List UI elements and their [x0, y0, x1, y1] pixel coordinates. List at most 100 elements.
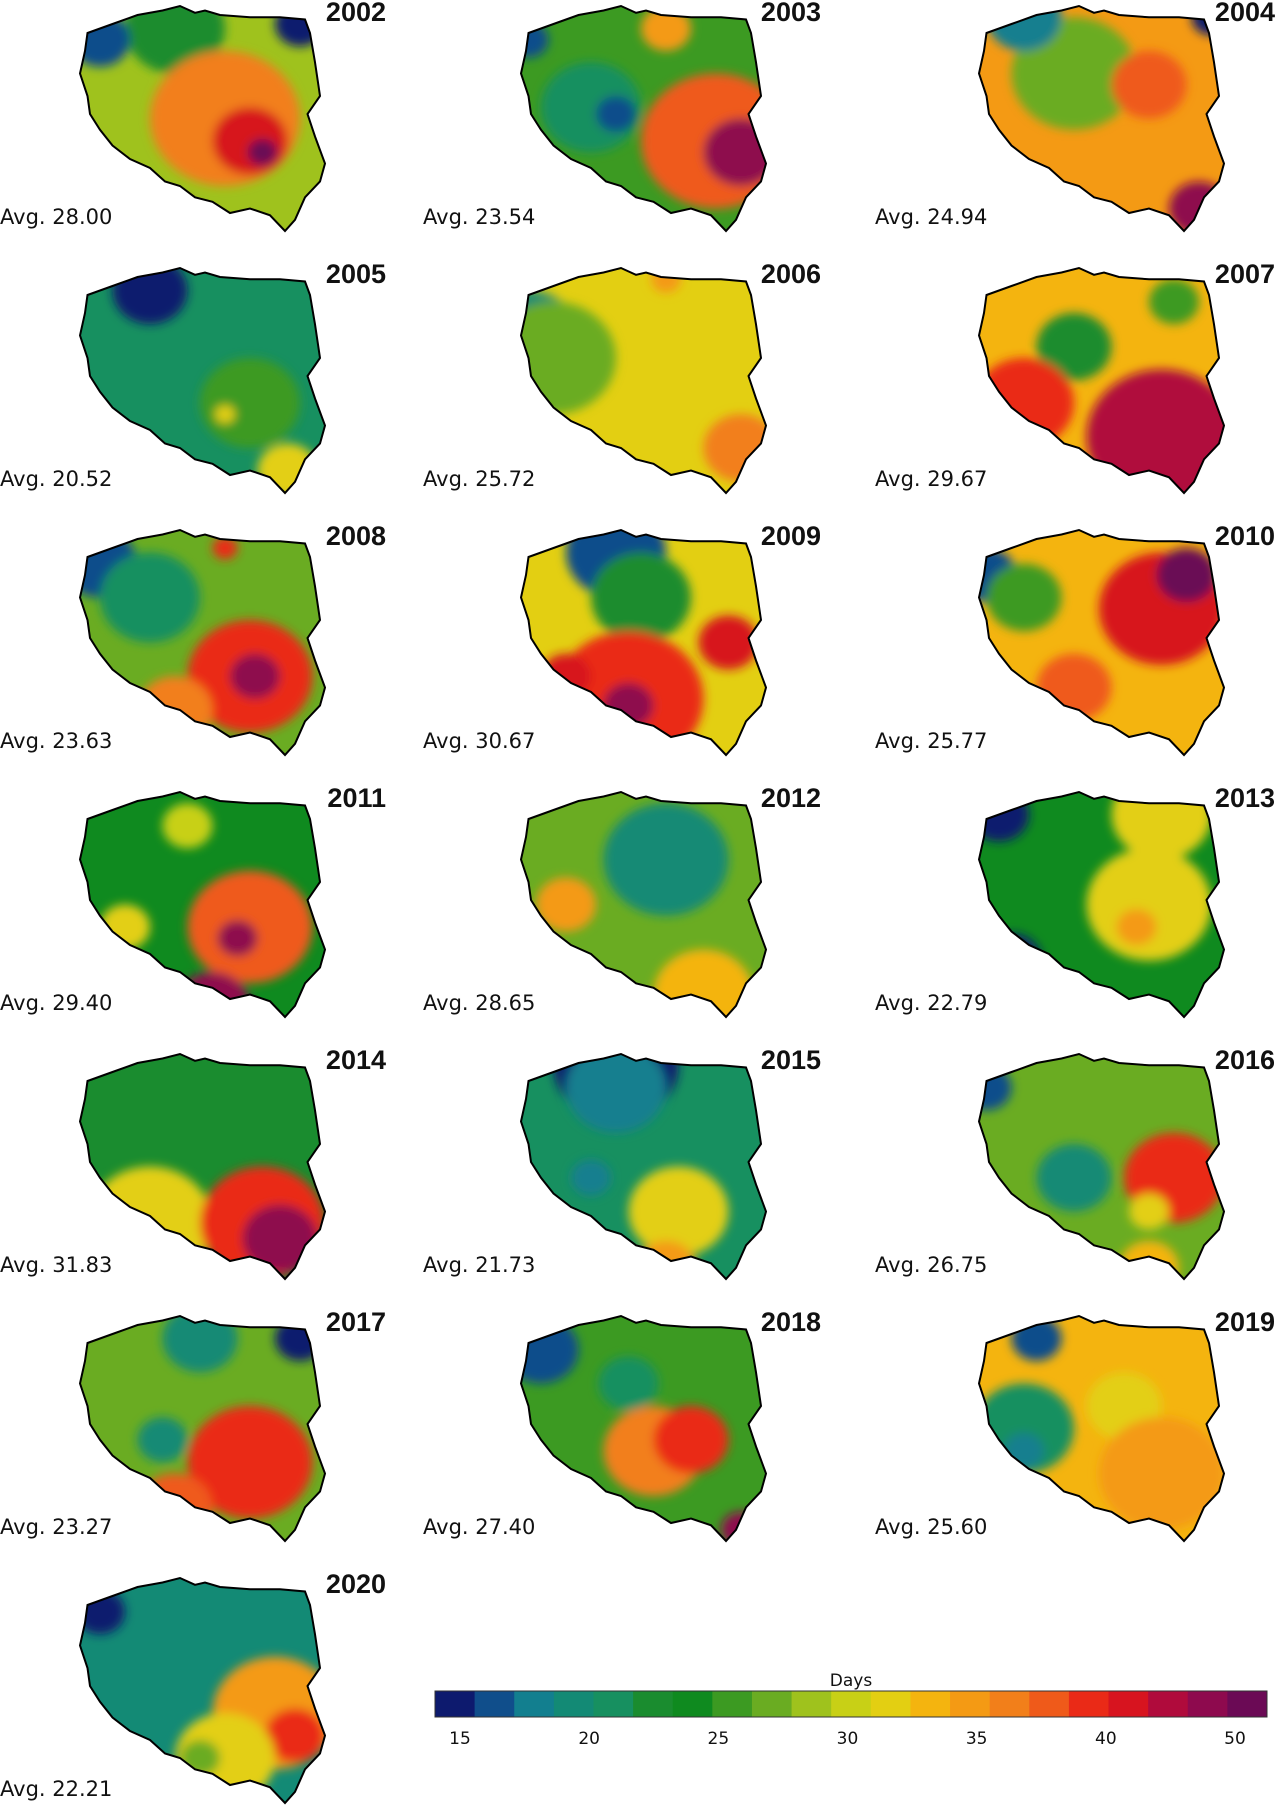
year-label: 2004 — [1215, 0, 1275, 27]
contour-zone — [636, 1240, 696, 1279]
contour-zone — [653, 1406, 729, 1474]
colorbar-swatch — [633, 1691, 674, 1717]
contour-zone — [1111, 792, 1212, 860]
average-label: Avg. 27.40 — [423, 1515, 535, 1539]
country-outline — [78, 1576, 327, 1805]
average-label: Avg. 23.54 — [423, 205, 535, 229]
country-outline — [519, 1314, 768, 1543]
average-label: Avg. 22.79 — [875, 991, 987, 1015]
year-label: 2002 — [326, 0, 386, 27]
colorbar-swatch — [950, 1691, 991, 1717]
contour-zone — [1129, 1193, 1169, 1230]
contour-zone — [1036, 1144, 1112, 1212]
contour-zone — [698, 615, 759, 670]
colorbar-frame — [434, 1690, 1268, 1718]
contour-zone — [628, 1166, 729, 1257]
colorbar-swatch — [1029, 1691, 1070, 1717]
country-outline — [519, 1052, 768, 1281]
map-panel — [521, 6, 766, 231]
contour-zone — [653, 949, 754, 1017]
average-label: Avg. 22.21 — [0, 1777, 112, 1801]
contour-zone — [591, 552, 691, 643]
map-panel — [979, 268, 1224, 493]
country-outline — [78, 1052, 327, 1281]
country-outline — [78, 1314, 327, 1543]
contour-zone — [651, 268, 681, 293]
contour-zone — [1086, 848, 1212, 961]
year-label: 2017 — [326, 1307, 386, 1337]
colorbar-swatch — [712, 1691, 753, 1717]
contour-zone — [230, 653, 280, 699]
map-panel — [979, 530, 1224, 755]
map-panel — [80, 792, 325, 1017]
contour-zone — [137, 1473, 213, 1541]
contour-zone — [521, 1316, 579, 1384]
average-label: Avg. 25.72 — [423, 467, 535, 491]
average-label: Avg. 24.94 — [875, 205, 987, 229]
year-label: 2008 — [326, 521, 386, 551]
average-label: Avg. 21.73 — [423, 1253, 535, 1277]
average-label: Avg. 31.83 — [0, 1253, 112, 1277]
country-outline — [519, 528, 768, 757]
year-label: 2019 — [1215, 1307, 1275, 1337]
colorbar-tick-label: 25 — [708, 1729, 730, 1749]
contour-zone — [1004, 1433, 1044, 1469]
colorbar-tick-label: 20 — [578, 1729, 600, 1749]
country-outline — [977, 528, 1226, 757]
colorbar-tick-label: 15 — [449, 1729, 471, 1749]
colorbar-tick-label: 35 — [966, 1729, 988, 1749]
contours — [521, 1316, 761, 1541]
contour-zone — [112, 268, 188, 325]
average-label: Avg. 23.27 — [0, 1515, 112, 1539]
contour-zone — [100, 904, 150, 950]
country-outline — [977, 266, 1226, 495]
map-panel — [521, 792, 766, 1017]
country-outline — [977, 4, 1226, 233]
colorbar-swatch — [910, 1691, 951, 1717]
colorbar-swatch — [553, 1691, 594, 1717]
contour-zone — [986, 563, 1062, 632]
average-label: Avg. 29.40 — [0, 991, 112, 1015]
colorbar-swatch — [1227, 1691, 1268, 1717]
contour-zone — [212, 536, 238, 560]
map-panel — [521, 1054, 766, 1279]
map-panel — [979, 1316, 1224, 1541]
contour-zone — [1156, 548, 1217, 602]
contour-zone — [603, 803, 729, 916]
year-label: 2020 — [326, 1569, 386, 1599]
map-panel — [521, 1316, 766, 1541]
year-label: 2006 — [761, 259, 821, 289]
contour-zone — [100, 552, 200, 643]
average-label: Avg. 25.77 — [875, 729, 987, 753]
year-label: 2005 — [326, 259, 386, 289]
year-label: 2011 — [327, 783, 386, 813]
year-label: 2018 — [761, 1307, 821, 1337]
contour-zone — [162, 803, 213, 849]
year-label: 2009 — [761, 521, 821, 551]
contour-zone — [981, 933, 1042, 988]
contour-zone — [212, 107, 288, 175]
map-panel — [979, 6, 1224, 231]
colorbar-swatch — [514, 1691, 555, 1717]
contour-zone — [187, 1406, 313, 1519]
map-panel — [521, 530, 766, 755]
contours — [80, 1589, 325, 1803]
contour-zone — [137, 676, 213, 744]
country-outline — [977, 790, 1226, 1019]
contour-zone — [521, 301, 616, 415]
average-label: Avg. 28.65 — [423, 991, 535, 1015]
contour-zone — [275, 6, 325, 47]
map-panel — [979, 792, 1224, 1017]
contours — [979, 279, 1224, 493]
map-panel — [521, 268, 766, 493]
colorbar-swatch — [1108, 1691, 1149, 1717]
year-label: 2012 — [761, 783, 821, 813]
colorbar-swatch — [831, 1691, 872, 1717]
country-outline — [519, 266, 768, 495]
contour-zone — [598, 1356, 659, 1411]
map-panel — [979, 1054, 1224, 1279]
average-label: Avg. 28.00 — [0, 205, 112, 229]
contours — [536, 803, 754, 1017]
contours — [979, 1316, 1224, 1530]
